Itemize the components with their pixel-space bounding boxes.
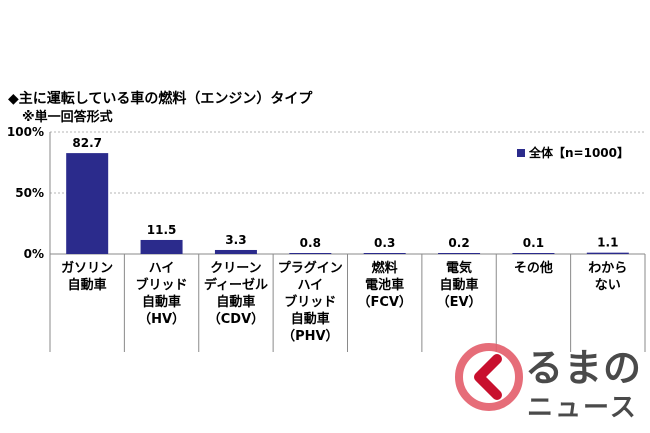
bar — [66, 153, 109, 254]
category-label: わから ない — [588, 261, 628, 293]
legend-swatch — [517, 149, 525, 157]
data-label: 0.3 — [374, 236, 395, 250]
logo-text-top: るまの — [525, 346, 643, 390]
bar — [363, 253, 406, 254]
data-label: 11.5 — [147, 223, 177, 237]
y-tick-label: 0% — [24, 247, 44, 261]
bar — [214, 249, 257, 254]
logo-text-bottom: ニュース — [527, 393, 638, 423]
category-label: 燃料 電池車 （FCV） — [357, 261, 412, 310]
category-label: その他 — [513, 261, 553, 276]
y-tick-label: 100% — [7, 125, 44, 139]
chevron-circle-icon — [455, 343, 523, 411]
bar — [289, 253, 332, 254]
category-label: クリーン ディーゼル 自動車 （CDV） — [203, 261, 268, 327]
bar — [512, 253, 555, 254]
bar — [140, 239, 183, 254]
data-label: 1.1 — [597, 236, 618, 250]
chart-subtitle: ※単一回答形式 — [22, 110, 113, 125]
kuruma-news-logo: るまの ニュース — [455, 335, 645, 430]
bar — [438, 253, 481, 254]
category-label: ガソリン 自動車 — [61, 261, 114, 293]
data-label: 0.8 — [300, 236, 321, 250]
data-label: 0.2 — [448, 236, 469, 250]
legend-label: 全体【n=1000】 — [528, 145, 629, 160]
category-label: プラグイン ハイ ブリッド 自動車 （PHV） — [277, 261, 343, 344]
data-label: 3.3 — [225, 233, 246, 247]
data-label: 82.7 — [72, 136, 102, 150]
data-label: 0.1 — [523, 236, 544, 250]
bar — [586, 252, 629, 254]
category-label: 電気 自動車 （EV） — [436, 261, 482, 310]
category-label: ハイ ブリッド 自動車 （HV） — [135, 261, 188, 327]
y-tick-label: 50% — [15, 186, 44, 200]
chart-title: ◆主に運転している車の燃料（エンジン）タイプ — [8, 91, 313, 107]
